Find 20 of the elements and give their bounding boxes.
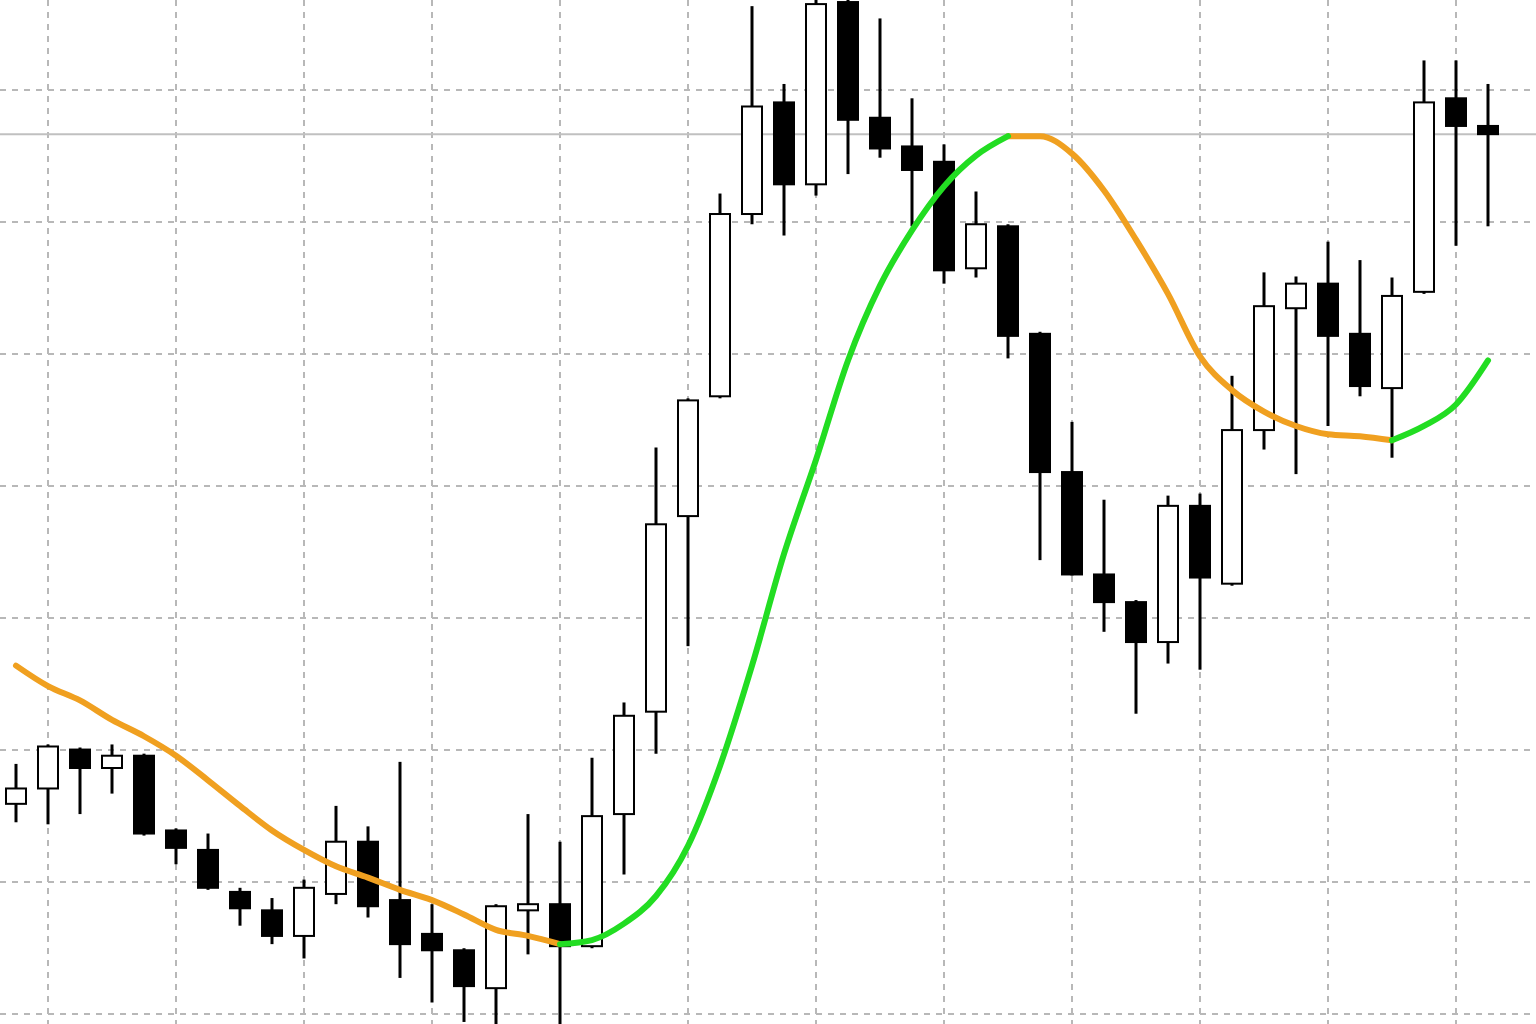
candlestick [197, 832, 219, 892]
candlestick [389, 760, 411, 980]
candlestick [101, 742, 123, 796]
candlestick [37, 742, 59, 826]
candlestick [869, 16, 891, 160]
candlestick [453, 946, 475, 1024]
candlestick [517, 812, 539, 956]
candlestick [1093, 498, 1115, 634]
candlestick [165, 826, 187, 866]
candlestick [261, 896, 283, 946]
candlestick [421, 902, 443, 1004]
candlestick [5, 762, 27, 824]
candlestick [69, 746, 91, 816]
candlestick [1285, 274, 1307, 476]
candlestick [1445, 58, 1467, 248]
candlestick [965, 189, 987, 279]
candlestick [1125, 598, 1147, 716]
candlestick [229, 886, 251, 928]
candlestick [1477, 82, 1499, 228]
candlestick [901, 96, 923, 228]
